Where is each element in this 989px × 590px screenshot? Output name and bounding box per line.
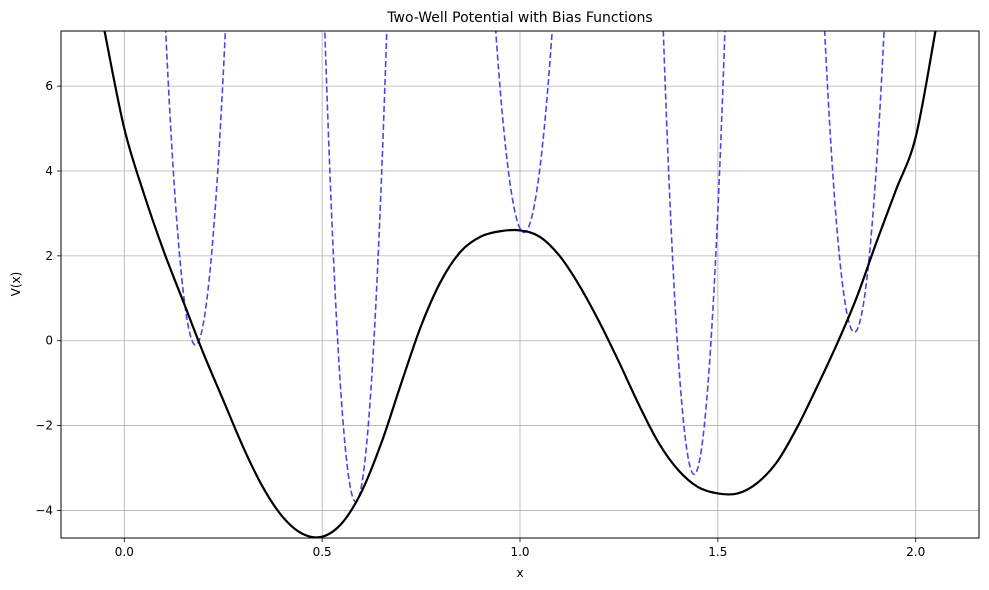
y-tick-label: 2: [45, 249, 53, 263]
y-tick-label: −2: [35, 419, 53, 433]
y-tick-label: 4: [45, 164, 53, 178]
grid: [61, 31, 979, 538]
y-tick-label: 6: [45, 79, 53, 93]
bias-function-line: [823, 31, 885, 334]
x-tick-label: 0.0: [115, 545, 134, 559]
ticks: 0.0 0.5 1.0 1.5 2.0 −4 −2 0 2 4 6: [35, 79, 925, 559]
x-tick-label: 2.0: [906, 545, 925, 559]
potential-line: [103, 31, 937, 538]
x-axis-label: x: [516, 566, 523, 580]
chart-title: Two-Well Potential with Bias Functions: [386, 10, 652, 26]
x-tick-label: 1.0: [510, 545, 529, 559]
y-axis-label: V(x): [9, 272, 23, 297]
series-layer: [103, 31, 937, 538]
bias-function-line: [662, 31, 726, 476]
y-tick-label: −4: [35, 503, 53, 517]
bias-function-line: [164, 31, 227, 346]
x-tick-label: 0.5: [313, 545, 332, 559]
y-tick-label: 0: [45, 334, 53, 348]
bias-function-line: [494, 31, 553, 234]
x-tick-label: 1.5: [708, 545, 727, 559]
